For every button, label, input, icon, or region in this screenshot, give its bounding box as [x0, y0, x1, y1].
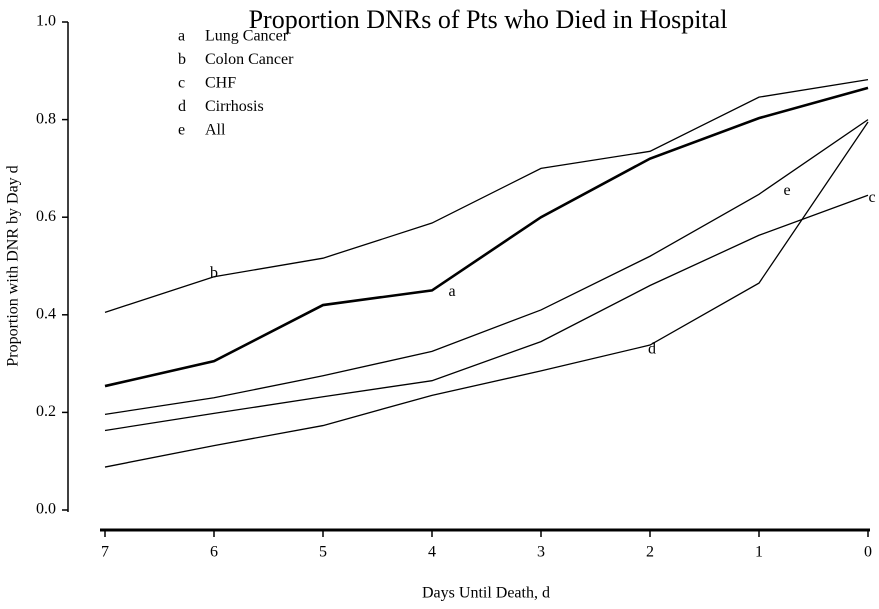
y-tick-label: 1.0 [36, 13, 56, 30]
x-tick-label: 6 [210, 544, 218, 561]
y-tick-label: 0.2 [36, 403, 56, 420]
legend-label: Colon Cancer [205, 51, 294, 68]
x-tick-label: 1 [755, 544, 763, 561]
series-line [104, 119, 869, 415]
y-tick-label: 0.8 [36, 110, 56, 127]
series-line [104, 78, 869, 313]
legend-letter: d [178, 98, 186, 115]
series-letter: e [783, 182, 790, 199]
legend-letter: e [178, 122, 185, 139]
series-line [104, 121, 869, 468]
y-tick-label: 0.6 [36, 208, 56, 225]
x-tick-label: 2 [646, 544, 654, 561]
series-line [104, 194, 869, 432]
chart-title: Proportion DNRs of Pts who Died in Hospi… [249, 5, 728, 34]
y-tick-label: 0.4 [36, 305, 56, 322]
x-tick-label: 0 [864, 544, 872, 561]
series-line [104, 86, 869, 388]
x-tick-label: 5 [319, 544, 327, 561]
legend-label: Lung Cancer [205, 28, 289, 45]
series-letter: b [210, 264, 218, 281]
x-tick-label: 3 [537, 544, 545, 561]
x-tick-label: 4 [428, 544, 436, 561]
series-letter: d [648, 341, 656, 358]
series-letter: c [868, 189, 875, 206]
legend-letter: a [178, 28, 185, 45]
legend-label: Cirrhosis [205, 98, 264, 115]
x-tick-label: 7 [101, 544, 109, 561]
y-axis-label: Proportion with DNR by Day d [5, 165, 22, 366]
y-tick-label: 0.0 [36, 501, 56, 518]
legend-label: All [205, 122, 226, 139]
legend-letter: b [178, 51, 186, 68]
legend-label: CHF [205, 75, 236, 92]
legend-letter: c [178, 75, 185, 92]
x-axis-label: Days Until Death, d [422, 585, 550, 602]
series-letter: a [448, 283, 455, 300]
